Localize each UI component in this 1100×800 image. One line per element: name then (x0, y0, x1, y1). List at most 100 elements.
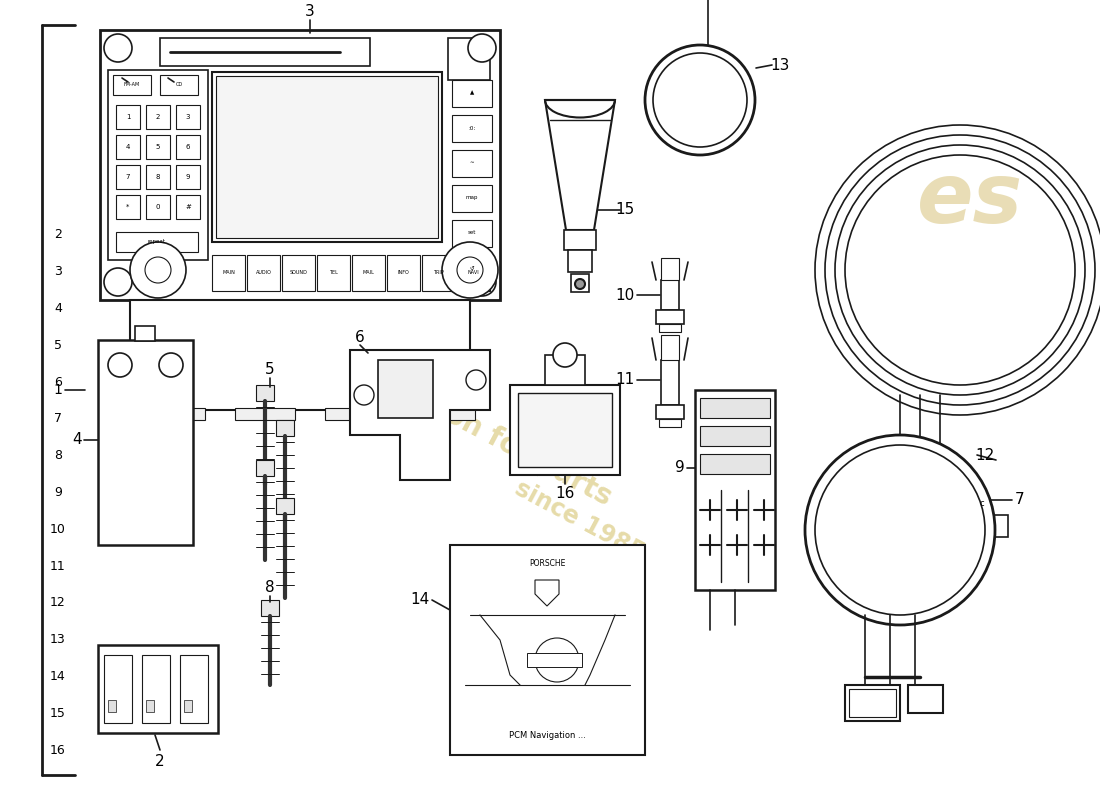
Text: since 1985: since 1985 (512, 476, 649, 564)
Text: 9: 9 (54, 486, 62, 499)
Text: :0:: :0: (469, 126, 475, 130)
Text: 15: 15 (615, 202, 635, 218)
Bar (276, 420, 294, 436)
Text: 10: 10 (51, 522, 66, 536)
Circle shape (805, 435, 996, 625)
Circle shape (104, 268, 132, 296)
Bar (108, 70, 208, 260)
Bar (108, 700, 115, 712)
Bar (317, 255, 350, 291)
Circle shape (653, 53, 747, 147)
Text: CD: CD (175, 82, 183, 87)
Text: SOUND: SOUND (289, 270, 307, 275)
Bar (544, 355, 585, 385)
Text: 15: 15 (51, 706, 66, 720)
Bar (450, 545, 645, 755)
Text: 2: 2 (155, 754, 165, 770)
Text: 11: 11 (616, 373, 635, 387)
Text: MAIL: MAIL (363, 270, 374, 275)
Text: 12: 12 (51, 596, 66, 610)
Bar (176, 105, 200, 129)
Bar (860, 515, 925, 555)
Bar (116, 135, 140, 159)
Bar (695, 390, 776, 590)
Text: INFO: INFO (397, 270, 409, 275)
Circle shape (104, 34, 132, 62)
Bar (104, 655, 132, 723)
Text: 6: 6 (54, 376, 62, 389)
Circle shape (468, 268, 496, 296)
Bar (656, 405, 684, 419)
Bar (276, 498, 294, 514)
Circle shape (535, 638, 579, 682)
Text: ∼: ∼ (470, 161, 474, 166)
Bar (146, 195, 170, 219)
Text: a passion for parts: a passion for parts (343, 349, 617, 511)
Bar (659, 324, 681, 332)
Bar (448, 38, 490, 80)
Text: 7: 7 (125, 174, 130, 180)
Circle shape (468, 34, 496, 62)
Text: es: es (917, 159, 1023, 241)
Text: 8: 8 (156, 174, 161, 180)
Bar (113, 75, 151, 95)
Bar (146, 105, 170, 129)
Bar (146, 135, 170, 159)
Bar (415, 408, 475, 420)
Bar (661, 360, 679, 405)
Polygon shape (535, 580, 559, 606)
Text: 14: 14 (51, 670, 66, 683)
Text: repeat: repeat (148, 239, 166, 245)
Text: 2: 2 (54, 229, 62, 242)
Text: 4: 4 (54, 302, 62, 315)
Text: NAVI: NAVI (468, 270, 480, 275)
Polygon shape (350, 350, 490, 480)
Bar (387, 255, 420, 291)
Text: *: * (126, 204, 130, 210)
Text: 13: 13 (51, 633, 66, 646)
Text: 8: 8 (54, 450, 62, 462)
Text: 16: 16 (51, 743, 66, 757)
Bar (700, 426, 770, 446)
Circle shape (456, 257, 483, 283)
Text: map: map (465, 195, 478, 201)
Bar (980, 515, 1008, 537)
Circle shape (145, 257, 170, 283)
Text: 11: 11 (51, 559, 66, 573)
Text: c: c (980, 498, 984, 507)
Text: #: # (185, 204, 191, 210)
Bar (116, 232, 198, 252)
Bar (248, 255, 280, 291)
Bar (116, 165, 140, 189)
Bar (146, 700, 154, 712)
Polygon shape (544, 100, 615, 230)
Bar (378, 360, 433, 418)
Bar (176, 165, 200, 189)
Bar (145, 408, 205, 420)
Text: 16: 16 (556, 486, 574, 501)
Text: 7: 7 (54, 413, 62, 426)
Bar (422, 255, 455, 291)
Text: PORSCHE: PORSCHE (529, 558, 565, 567)
Bar (656, 310, 684, 324)
Text: 2: 2 (156, 114, 161, 120)
Text: ▲: ▲ (470, 90, 474, 95)
Bar (216, 76, 438, 238)
Text: 6: 6 (355, 330, 365, 346)
Circle shape (442, 242, 498, 298)
Text: 4: 4 (125, 144, 130, 150)
Bar (235, 408, 295, 420)
Bar (135, 326, 155, 341)
Circle shape (108, 353, 132, 377)
Bar (98, 340, 192, 545)
Circle shape (130, 242, 186, 298)
Bar (184, 700, 192, 712)
Text: TRIP: TRIP (433, 270, 444, 275)
Bar (452, 185, 492, 212)
Bar (452, 220, 492, 247)
Text: 1: 1 (125, 114, 130, 120)
Text: 3: 3 (186, 114, 190, 120)
Text: 9: 9 (186, 174, 190, 180)
Text: MAIN: MAIN (222, 270, 235, 275)
Bar (568, 250, 592, 272)
